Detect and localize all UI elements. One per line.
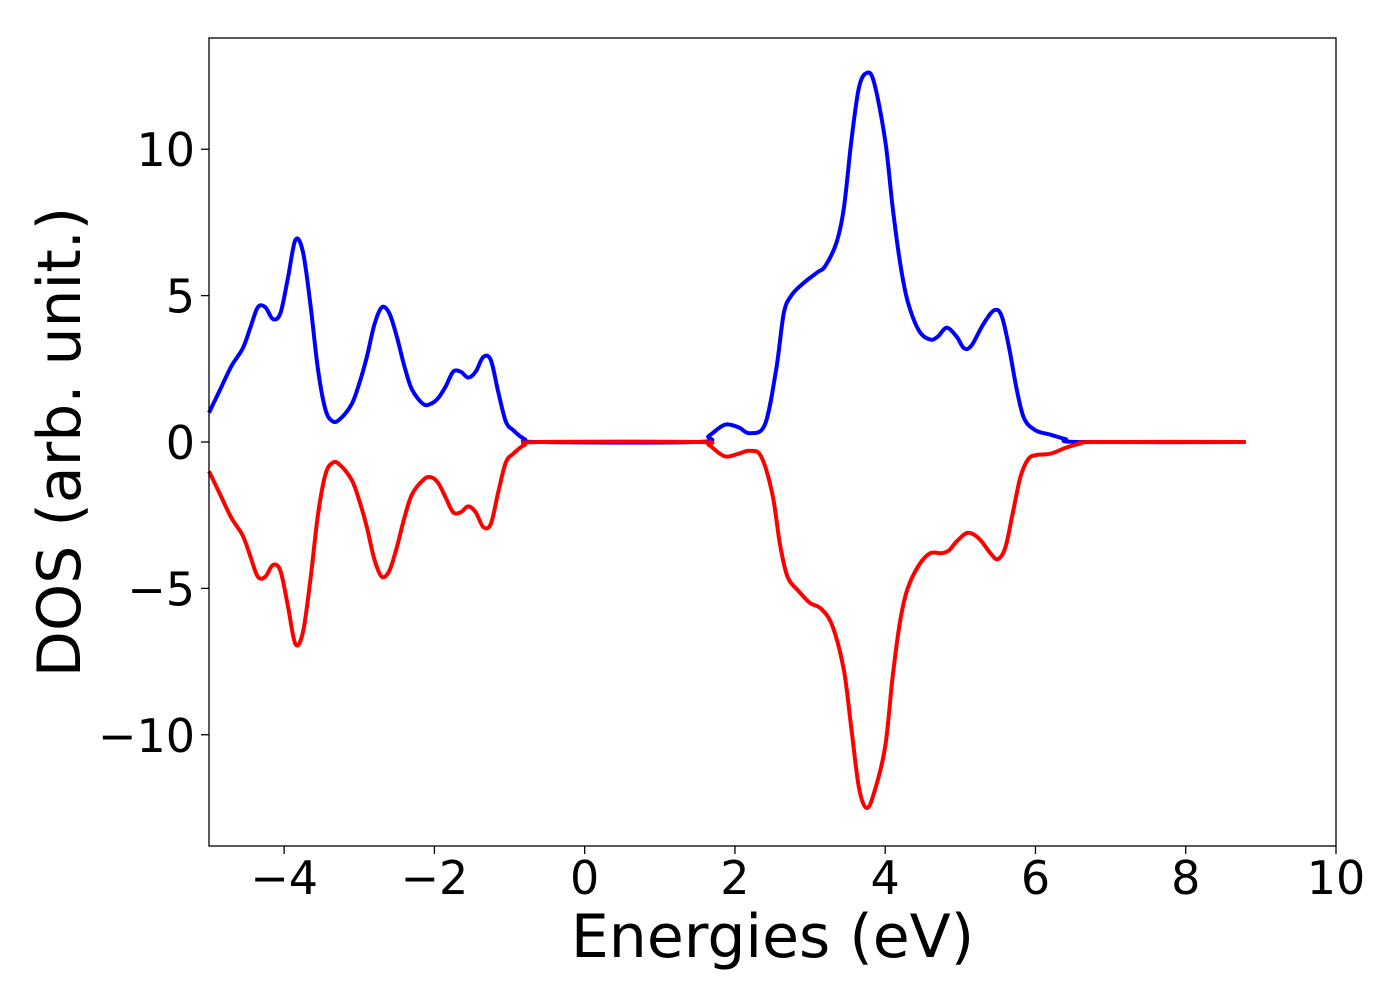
x-tick-label: 2 — [720, 851, 749, 905]
x-tick-label: 0 — [570, 851, 599, 905]
y-tick-label: 0 — [166, 416, 195, 470]
x-axis-title: Energies (eV) — [571, 902, 974, 972]
series-line-red — [207, 439, 1246, 810]
x-tick-label: 4 — [871, 851, 900, 905]
x-tick-label: −2 — [400, 851, 468, 905]
y-axis-title: DOS (arb. unit.) — [25, 207, 95, 677]
y-tick-label: −5 — [127, 562, 195, 616]
x-tick-label: 10 — [1307, 851, 1366, 905]
x-tick-label: 6 — [1021, 851, 1050, 905]
x-tick-label: −4 — [250, 851, 318, 905]
plot-frame — [208, 37, 1337, 847]
y-tick-label: 10 — [136, 123, 195, 177]
x-tick-label: 8 — [1171, 851, 1200, 905]
y-tick-label: −10 — [98, 709, 195, 763]
y-axis-ticks: 10 5 0 −5 −10 — [98, 123, 209, 763]
series-line-blue — [207, 70, 1246, 445]
x-axis-ticks: −4 −2 0 2 4 6 8 10 — [250, 846, 1365, 905]
series-layer — [207, 70, 1246, 810]
y-tick-label: 5 — [166, 270, 195, 324]
